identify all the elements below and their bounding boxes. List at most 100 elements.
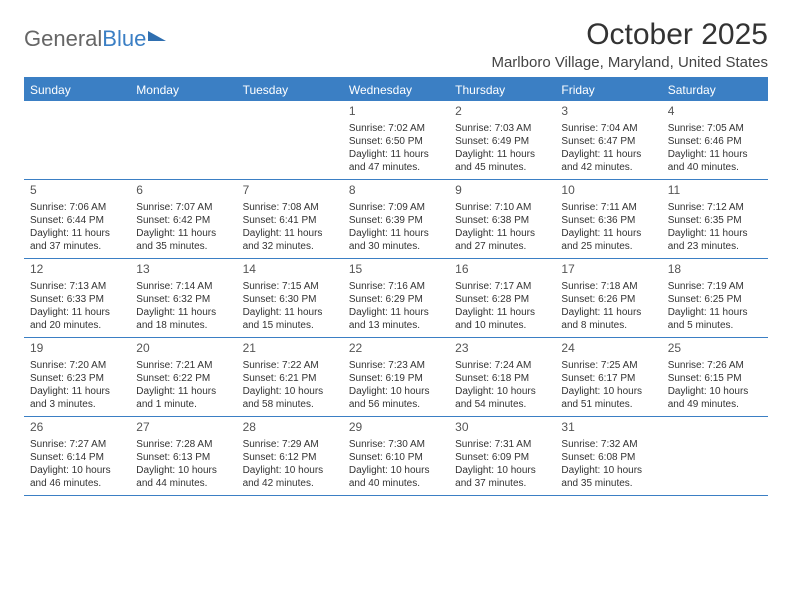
day-number: 2	[455, 104, 549, 120]
daylight-text: Daylight: 11 hours	[136, 385, 230, 398]
daylight-text: Daylight: 11 hours	[455, 227, 549, 240]
day-number: 28	[243, 420, 337, 436]
daylight-text: and 32 minutes.	[243, 240, 337, 253]
day-cell	[130, 101, 236, 179]
sunrise-text: Sunrise: 7:03 AM	[455, 122, 549, 135]
daylight-text: Daylight: 10 hours	[349, 385, 443, 398]
daylight-text: Daylight: 10 hours	[136, 464, 230, 477]
day-number: 20	[136, 341, 230, 357]
day-cell: 13Sunrise: 7:14 AMSunset: 6:32 PMDayligh…	[130, 259, 236, 337]
day-cell: 3Sunrise: 7:04 AMSunset: 6:47 PMDaylight…	[555, 101, 661, 179]
daylight-text: Daylight: 11 hours	[349, 148, 443, 161]
dayname: Tuesday	[237, 79, 343, 101]
daylight-text: Daylight: 10 hours	[455, 385, 549, 398]
day-cell: 19Sunrise: 7:20 AMSunset: 6:23 PMDayligh…	[24, 338, 130, 416]
sunset-text: Sunset: 6:41 PM	[243, 214, 337, 227]
dayname: Saturday	[662, 79, 768, 101]
sunrise-text: Sunrise: 7:10 AM	[455, 201, 549, 214]
daylight-text: Daylight: 11 hours	[243, 306, 337, 319]
brand-part1: General	[24, 26, 102, 52]
sunrise-text: Sunrise: 7:16 AM	[349, 280, 443, 293]
day-cell: 15Sunrise: 7:16 AMSunset: 6:29 PMDayligh…	[343, 259, 449, 337]
daylight-text: and 27 minutes.	[455, 240, 549, 253]
daylight-text: Daylight: 11 hours	[668, 227, 762, 240]
sunrise-text: Sunrise: 7:18 AM	[561, 280, 655, 293]
triangle-icon	[148, 31, 166, 41]
sunset-text: Sunset: 6:30 PM	[243, 293, 337, 306]
daylight-text: Daylight: 10 hours	[455, 464, 549, 477]
sunrise-text: Sunrise: 7:09 AM	[349, 201, 443, 214]
sunset-text: Sunset: 6:18 PM	[455, 372, 549, 385]
sunrise-text: Sunrise: 7:21 AM	[136, 359, 230, 372]
sunset-text: Sunset: 6:32 PM	[136, 293, 230, 306]
daylight-text: and 15 minutes.	[243, 319, 337, 332]
sunset-text: Sunset: 6:49 PM	[455, 135, 549, 148]
daylight-text: Daylight: 11 hours	[136, 306, 230, 319]
day-number: 11	[668, 183, 762, 199]
daylight-text: and 30 minutes.	[349, 240, 443, 253]
daylight-text: and 45 minutes.	[455, 161, 549, 174]
daylight-text: Daylight: 11 hours	[561, 306, 655, 319]
day-cell: 23Sunrise: 7:24 AMSunset: 6:18 PMDayligh…	[449, 338, 555, 416]
day-number: 21	[243, 341, 337, 357]
day-cell: 29Sunrise: 7:30 AMSunset: 6:10 PMDayligh…	[343, 417, 449, 495]
sunrise-text: Sunrise: 7:31 AM	[455, 438, 549, 451]
day-number: 10	[561, 183, 655, 199]
day-number: 14	[243, 262, 337, 278]
daylight-text: and 5 minutes.	[668, 319, 762, 332]
day-number: 31	[561, 420, 655, 436]
day-number: 12	[30, 262, 124, 278]
daylight-text: Daylight: 11 hours	[30, 306, 124, 319]
daylight-text: Daylight: 11 hours	[30, 227, 124, 240]
sunset-text: Sunset: 6:08 PM	[561, 451, 655, 464]
month-title: October 2025	[491, 18, 768, 52]
daylight-text: and 56 minutes.	[349, 398, 443, 411]
day-cell: 22Sunrise: 7:23 AMSunset: 6:19 PMDayligh…	[343, 338, 449, 416]
daylight-text: and 47 minutes.	[349, 161, 443, 174]
day-cell	[237, 101, 343, 179]
day-cell: 4Sunrise: 7:05 AMSunset: 6:46 PMDaylight…	[662, 101, 768, 179]
sunset-text: Sunset: 6:19 PM	[349, 372, 443, 385]
dayname: Sunday	[24, 79, 130, 101]
daylight-text: and 23 minutes.	[668, 240, 762, 253]
daylight-text: and 46 minutes.	[30, 477, 124, 490]
day-cell: 26Sunrise: 7:27 AMSunset: 6:14 PMDayligh…	[24, 417, 130, 495]
daylight-text: Daylight: 10 hours	[349, 464, 443, 477]
sunrise-text: Sunrise: 7:24 AM	[455, 359, 549, 372]
sunset-text: Sunset: 6:23 PM	[30, 372, 124, 385]
daylight-text: Daylight: 11 hours	[136, 227, 230, 240]
daylight-text: and 10 minutes.	[455, 319, 549, 332]
daylight-text: and 1 minute.	[136, 398, 230, 411]
sunset-text: Sunset: 6:47 PM	[561, 135, 655, 148]
week-row: 1Sunrise: 7:02 AMSunset: 6:50 PMDaylight…	[24, 101, 768, 180]
day-cell: 7Sunrise: 7:08 AMSunset: 6:41 PMDaylight…	[237, 180, 343, 258]
daylight-text: and 54 minutes.	[455, 398, 549, 411]
sunrise-text: Sunrise: 7:04 AM	[561, 122, 655, 135]
dayname: Thursday	[449, 79, 555, 101]
brand-logo: GeneralBlue	[24, 18, 166, 52]
day-number: 30	[455, 420, 549, 436]
day-cell: 25Sunrise: 7:26 AMSunset: 6:15 PMDayligh…	[662, 338, 768, 416]
day-cell: 16Sunrise: 7:17 AMSunset: 6:28 PMDayligh…	[449, 259, 555, 337]
day-number: 8	[349, 183, 443, 199]
sunset-text: Sunset: 6:10 PM	[349, 451, 443, 464]
sunrise-text: Sunrise: 7:06 AM	[30, 201, 124, 214]
sunrise-text: Sunrise: 7:02 AM	[349, 122, 443, 135]
sunset-text: Sunset: 6:46 PM	[668, 135, 762, 148]
location-text: Marlboro Village, Maryland, United State…	[491, 54, 768, 71]
sunset-text: Sunset: 6:29 PM	[349, 293, 443, 306]
daylight-text: Daylight: 11 hours	[668, 306, 762, 319]
sunrise-text: Sunrise: 7:28 AM	[136, 438, 230, 451]
dayname-row: Sunday Monday Tuesday Wednesday Thursday…	[24, 79, 768, 101]
sunrise-text: Sunrise: 7:23 AM	[349, 359, 443, 372]
sunset-text: Sunset: 6:38 PM	[455, 214, 549, 227]
day-cell: 17Sunrise: 7:18 AMSunset: 6:26 PMDayligh…	[555, 259, 661, 337]
daylight-text: and 42 minutes.	[561, 161, 655, 174]
day-cell: 2Sunrise: 7:03 AMSunset: 6:49 PMDaylight…	[449, 101, 555, 179]
sunrise-text: Sunrise: 7:19 AM	[668, 280, 762, 293]
sunrise-text: Sunrise: 7:14 AM	[136, 280, 230, 293]
sunset-text: Sunset: 6:09 PM	[455, 451, 549, 464]
day-number: 1	[349, 104, 443, 120]
sunset-text: Sunset: 6:42 PM	[136, 214, 230, 227]
day-number: 4	[668, 104, 762, 120]
